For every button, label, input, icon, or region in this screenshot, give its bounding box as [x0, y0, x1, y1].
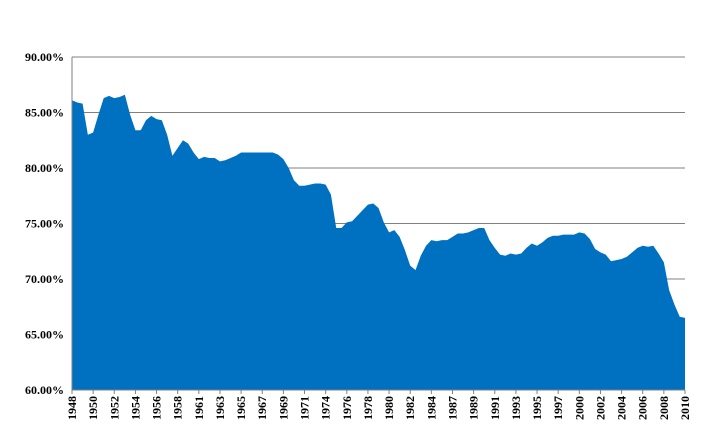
x-tick-label: 1950 [86, 396, 100, 420]
x-tick-label: 1976 [340, 396, 354, 420]
x-tick-label: 1952 [107, 396, 121, 420]
y-tick-label: 75.00% [25, 217, 64, 231]
x-tick-label: 2006 [636, 396, 650, 420]
x-tick-label: 1993 [509, 396, 523, 420]
y-tick-label: 60.00% [25, 383, 64, 397]
x-tick-label: 1958 [171, 396, 185, 420]
x-tick-label: 1967 [255, 396, 269, 420]
x-tick-label: 1978 [361, 396, 375, 420]
x-tick-label: 1982 [403, 396, 417, 420]
x-tick-label: 2008 [657, 396, 671, 420]
x-tick-label: 1991 [488, 396, 502, 420]
y-tick-label: 80.00% [25, 161, 64, 175]
area [72, 94, 685, 391]
y-tick-label: 70.00% [25, 272, 64, 286]
x-tick-label: 1954 [128, 396, 142, 420]
x-tick-label: 1961 [192, 396, 206, 420]
x-tick-label: 1987 [445, 396, 459, 420]
x-tick-label: 2004 [615, 396, 629, 420]
x-tick-label: 1984 [424, 396, 438, 420]
x-tick-label: 2000 [572, 396, 586, 420]
x-tick-label: 1974 [319, 396, 333, 420]
y-tick-label: 85.00% [25, 106, 64, 120]
x-tick-label: 1969 [276, 396, 290, 420]
x-tick-label: 1989 [467, 396, 481, 420]
x-tick-label: 2002 [593, 396, 607, 420]
x-tick-label: 1971 [298, 396, 312, 420]
x-tick-label: 1980 [382, 396, 396, 420]
x-tick-label: 1963 [213, 396, 227, 420]
x-tick-label: 1995 [530, 396, 544, 420]
y-tick-label: 65.00% [25, 328, 64, 342]
x-tick-label: 1956 [150, 396, 164, 420]
x-tick-label: 1965 [234, 396, 248, 420]
y-tick-label: 90.00% [25, 50, 64, 64]
x-tick-label: 2010 [678, 396, 692, 420]
x-tick-label: 1997 [551, 396, 565, 420]
x-tick-label: 1948 [65, 396, 79, 420]
